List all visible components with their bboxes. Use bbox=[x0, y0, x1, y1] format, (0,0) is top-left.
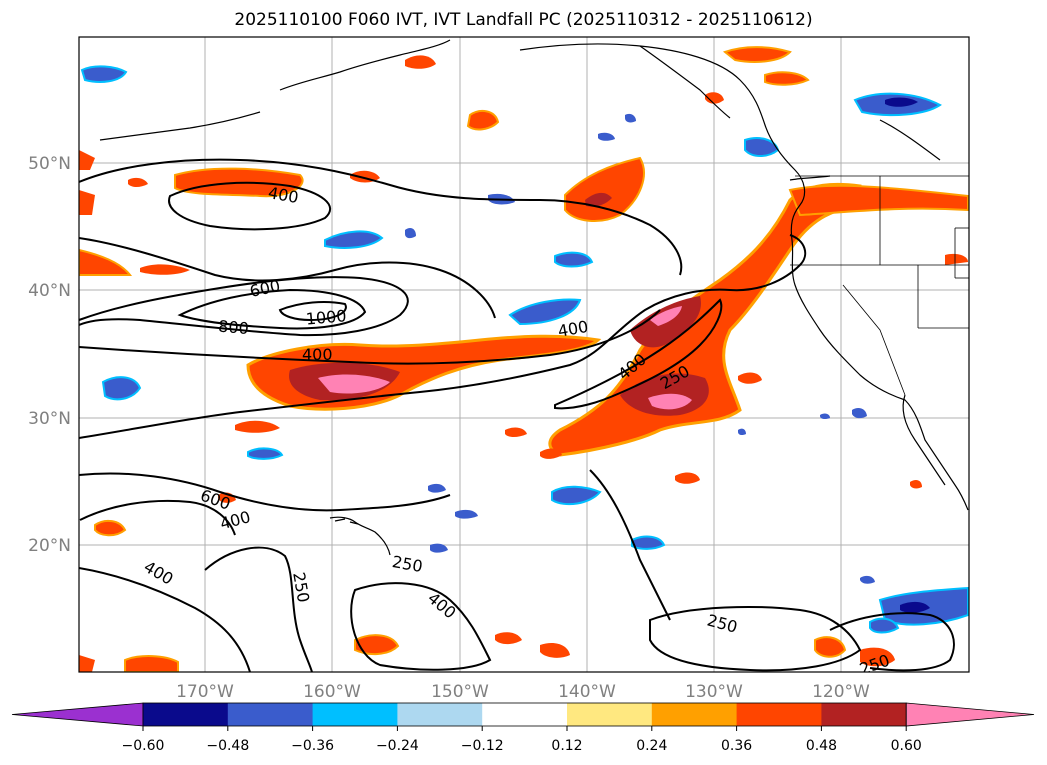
political-borders bbox=[790, 175, 969, 396]
colorbar-segment bbox=[143, 703, 229, 726]
contour-label: 400 bbox=[302, 345, 333, 364]
map-title: 2025110100 F060 IVT, IVT Landfall PC (20… bbox=[234, 10, 813, 30]
colorbar-tick-label: −0.60 bbox=[122, 738, 165, 754]
longitude-labels: 170°W 160°W 150°W 140°W 130°W 120°W bbox=[176, 682, 870, 702]
ivt-contours bbox=[79, 158, 955, 672]
colorbar-tick-label: 0.36 bbox=[721, 738, 752, 754]
colorbar-segment bbox=[397, 703, 483, 726]
colorbar-outline bbox=[142, 702, 907, 727]
lon-label: 140°W bbox=[558, 682, 616, 702]
colorbar-tick-label: 0.24 bbox=[636, 738, 667, 754]
colorbar-segment bbox=[482, 703, 568, 726]
colorbar-segment bbox=[227, 703, 314, 726]
colorbar-tick-label: 0.60 bbox=[891, 738, 922, 754]
map-border bbox=[78, 36, 970, 673]
colorbar-tick-label: −0.48 bbox=[206, 738, 249, 754]
lon-label: 160°W bbox=[303, 682, 361, 702]
colorbar-segment bbox=[567, 703, 653, 726]
colorbar-tick-label: −0.24 bbox=[376, 738, 419, 754]
colorbar-max-arrow bbox=[905, 702, 1035, 727]
latitude-labels: 50°N 40°N 30°N 20°N bbox=[28, 154, 71, 556]
lon-label: 150°W bbox=[431, 682, 489, 702]
contour-label: 1000 bbox=[305, 306, 347, 328]
colorbar-segment bbox=[312, 703, 398, 726]
lat-label: 20°N bbox=[28, 536, 71, 556]
colorbar-tick-label: 0.12 bbox=[551, 738, 582, 754]
colorbar-segment bbox=[821, 703, 907, 726]
positive-ivt-patches bbox=[79, 46, 969, 672]
colorbar-tick-label: −0.12 bbox=[461, 738, 504, 754]
lon-label: 130°W bbox=[685, 682, 743, 702]
lon-label: 120°W bbox=[812, 682, 870, 702]
lat-label: 30°N bbox=[28, 409, 71, 429]
lat-label: 40°N bbox=[28, 281, 71, 301]
lat-label: 50°N bbox=[28, 154, 71, 174]
lon-label: 170°W bbox=[176, 682, 234, 702]
coastlines bbox=[99, 39, 969, 556]
colorbar-segment bbox=[651, 703, 738, 726]
contour-label: 800 bbox=[217, 317, 249, 339]
colorbar-segment bbox=[736, 703, 822, 726]
colorbar-min-arrow bbox=[11, 702, 144, 727]
colorbar: −0.60 −0.48 −0.36 −0.24 −0.12 0.12 0.24 0.36 0.4… bbox=[11, 702, 1035, 754]
colorbar-tick-label: 0.48 bbox=[806, 738, 837, 754]
colorbar-tick-label: −0.36 bbox=[291, 738, 334, 754]
